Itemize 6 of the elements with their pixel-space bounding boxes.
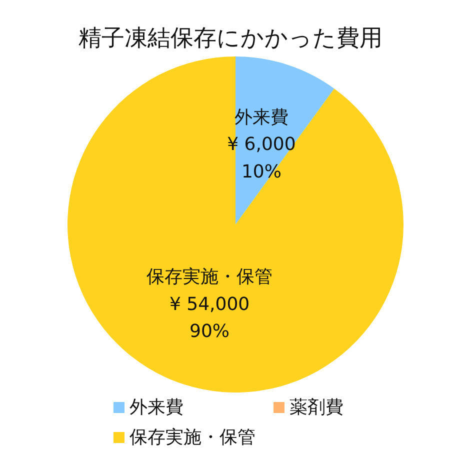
chart-title: 精子凍結保存にかかった費用 <box>78 26 382 52</box>
legend-label: 外来費 <box>130 397 184 418</box>
slice-label: 保存実施・保管 <box>146 266 273 288</box>
legend-label: 保存実施・保管 <box>130 427 256 448</box>
legend-label: 薬剤費 <box>290 397 344 418</box>
data-label: ¥ 54,000 90% <box>169 294 250 342</box>
